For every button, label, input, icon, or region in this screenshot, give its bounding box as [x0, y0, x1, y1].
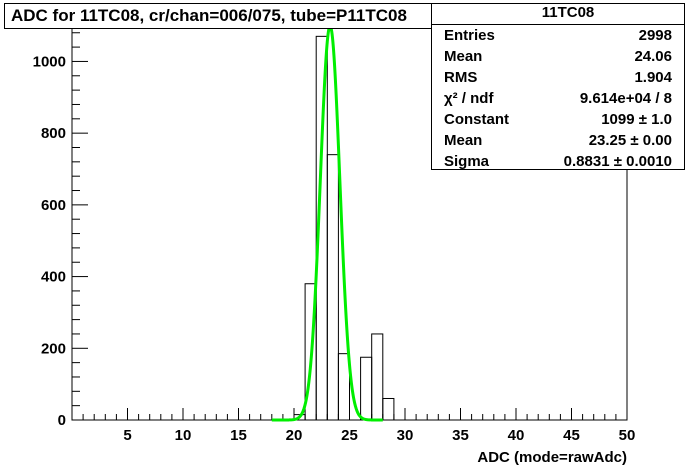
stats-value: 1.904	[634, 69, 672, 86]
histogram-bin	[382, 397, 395, 421]
stats-label: Entries	[444, 27, 495, 44]
stats-value: 0.8831 ± 0.0010	[563, 153, 672, 170]
stats-row-entries: Entries 2998	[432, 25, 684, 46]
x-axis-label: ADC (mode=rawAdc)	[477, 449, 627, 466]
x-tick-label: 20	[286, 427, 303, 444]
stats-value: 1099 ± 1.0	[601, 111, 672, 128]
stats-box-title: 11TC08	[432, 4, 684, 25]
x-tick-label: 50	[619, 427, 636, 444]
stats-row-fit-mean: Mean 23.25 ± 0.00	[432, 130, 684, 151]
gaussian-fit-curve	[271, 24, 383, 422]
stats-label: Mean	[444, 132, 483, 149]
y-tick-label: 600	[41, 197, 66, 214]
stats-row-mean: Mean 24.06	[432, 46, 684, 67]
y-tick-label: 400	[41, 269, 66, 286]
stats-label: Sigma	[444, 153, 490, 170]
x-tick-label: 40	[508, 427, 525, 444]
y-tick-label: 0	[58, 412, 66, 429]
x-tick-label: 35	[452, 427, 469, 444]
histogram-bars	[282, 35, 395, 421]
stats-label: χ² / ndf	[444, 90, 494, 107]
stats-value: 9.614e+04 / 8	[579, 90, 672, 107]
y-tick-label: 1000	[33, 53, 66, 70]
histogram-bin	[326, 154, 339, 421]
histogram-bin	[337, 353, 350, 421]
stats-row-chi2: χ² / ndf 9.614e+04 / 8	[432, 88, 684, 109]
chart-title: ADC for 11TC08, cr/chan=006/075, tube=P1…	[4, 3, 497, 29]
stats-value: 24.06	[634, 48, 672, 65]
stats-box: 11TC08 Entries 2998 Mean 24.06 RMS 1.904 χ²…	[431, 3, 685, 170]
x-tick-label: 10	[175, 427, 192, 444]
x-tick-label: 5	[123, 427, 131, 444]
histogram-bin	[371, 333, 384, 421]
stats-value: 2998	[638, 27, 672, 44]
x-axis: 5 10 15 20 25 30 35 40 45 50	[71, 408, 636, 444]
x-tick-label: 45	[563, 427, 580, 444]
stats-label: Constant	[444, 111, 509, 128]
stats-label: Mean	[444, 48, 483, 65]
histogram-bin	[360, 356, 373, 421]
y-tick-label: 200	[41, 340, 66, 357]
y-axis: 0 200 400 600 800 1000	[33, 32, 88, 429]
x-tick-label: 25	[341, 427, 358, 444]
stats-value: 23.25 ± 0.00	[588, 132, 672, 149]
x-tick-label: 15	[230, 427, 247, 444]
stats-row-constant: Constant 1099 ± 1.0	[432, 109, 684, 130]
stats-row-sigma: Sigma 0.8831 ± 0.0010	[432, 151, 684, 172]
stats-label: RMS	[444, 69, 478, 86]
stats-row-rms: RMS 1.904	[432, 67, 684, 88]
y-tick-label: 800	[41, 125, 66, 142]
x-tick-label: 30	[397, 427, 414, 444]
